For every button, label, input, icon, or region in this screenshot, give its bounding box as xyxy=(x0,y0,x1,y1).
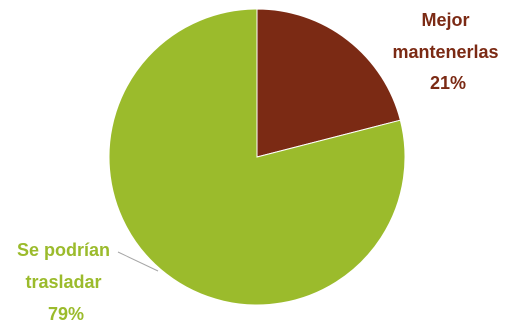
pie-slices xyxy=(108,8,406,306)
slice-label-mejor-line1: Mejor xyxy=(421,10,469,30)
slice-label-trasladar-value: 79% xyxy=(48,304,84,324)
slice-label-trasladar: Se podrían trasladar 79% xyxy=(17,240,115,324)
slice-label-mejor: Mejor mantenerlas 21% xyxy=(392,10,503,93)
pie-slice-1 xyxy=(256,8,401,158)
slice-label-trasladar-line1: Se podrían xyxy=(17,240,110,260)
leader-line xyxy=(117,251,159,272)
slice-label-mejor-value: 21% xyxy=(430,73,466,93)
pie-slice-2 xyxy=(108,8,406,306)
slice-label-trasladar-line2: trasladar xyxy=(25,272,101,292)
slice-label-mejor-line2: mantenerlas xyxy=(392,42,498,62)
